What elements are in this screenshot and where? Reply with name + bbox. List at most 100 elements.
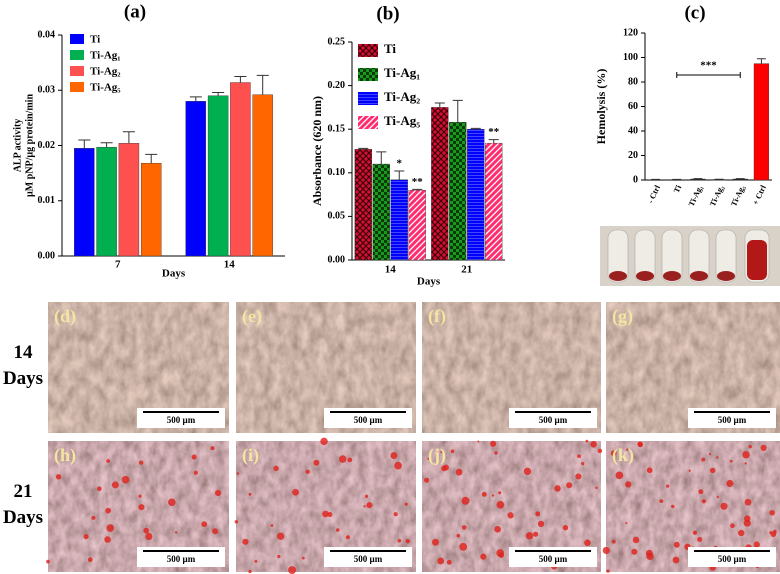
stain-spot	[494, 525, 501, 533]
stain-spot	[97, 486, 102, 492]
stain-spot	[432, 538, 439, 546]
bar	[74, 148, 95, 257]
y-axis-label: Absorbance (620 nm)	[310, 96, 324, 206]
stain-spot	[672, 556, 680, 564]
bar	[140, 162, 162, 257]
stain-spot	[525, 532, 534, 540]
error-bar	[376, 151, 387, 165]
x-tick-label: 14	[385, 264, 397, 276]
stain-spot	[742, 450, 750, 459]
bar	[118, 143, 140, 257]
stain-spot	[138, 494, 142, 498]
error-bar	[78, 139, 91, 149]
error-bar	[434, 102, 445, 108]
y-tick-label: 0.15	[328, 123, 346, 134]
stain-spot	[753, 541, 760, 548]
stain-spot	[390, 452, 398, 460]
stain-spot	[602, 546, 610, 555]
stain-spot	[666, 484, 670, 488]
panel-label: (j)	[428, 445, 446, 466]
stain-spot	[450, 449, 455, 454]
stain-spot	[145, 532, 153, 541]
stain-spot	[716, 495, 719, 499]
stain-spot	[55, 474, 62, 480]
stain-spot	[597, 448, 603, 454]
annotation: *	[396, 158, 402, 170]
scale-bar-label: 500 µm	[539, 415, 568, 425]
stain-spot	[748, 444, 752, 449]
stain-spot	[461, 525, 467, 530]
stain-spot	[611, 539, 616, 544]
bar	[753, 63, 770, 181]
stain-spot	[498, 552, 504, 558]
y-tick-label: 0.05	[328, 211, 346, 222]
error-bar	[452, 99, 463, 123]
stain-spot	[730, 523, 735, 529]
error-bar	[100, 142, 113, 148]
bar	[408, 190, 426, 261]
stain-spot	[83, 533, 89, 540]
stain-spot	[698, 489, 704, 495]
x-tick-label: - Ctrl	[646, 183, 662, 205]
panel-label: (e)	[242, 306, 262, 327]
legend-swatch	[70, 50, 84, 60]
stain-spot	[394, 461, 402, 470]
error-bar	[470, 127, 481, 130]
scale-bar-label: 500 µm	[167, 415, 196, 425]
stain-spot	[726, 479, 734, 488]
stain-spot	[305, 469, 310, 474]
stain-spot	[584, 539, 591, 547]
stain-spot	[335, 528, 340, 532]
error-bar	[256, 74, 269, 95]
stain-spot	[625, 481, 632, 488]
stain-spot	[625, 448, 629, 451]
error-bar	[394, 170, 405, 180]
stain-spot	[105, 507, 112, 514]
scale-bar-label: 500 µm	[354, 554, 383, 564]
stain-spot	[481, 491, 487, 497]
stain-spot	[292, 488, 299, 496]
stain-spot	[210, 446, 215, 451]
stain-spot	[270, 524, 274, 527]
stain-spot	[313, 459, 320, 466]
bar	[732, 178, 748, 181]
stain-spot	[585, 439, 589, 443]
stain-spot	[404, 502, 408, 506]
stain-spot	[772, 529, 777, 534]
legend-label: Ti	[90, 34, 100, 46]
y-tick-label: 0.03	[38, 85, 56, 96]
y-axis-label: µM pNP/µg protein/min	[24, 94, 35, 197]
bar	[354, 149, 372, 261]
x-tick-label: + Ctrl	[751, 183, 768, 206]
stain-spot	[738, 529, 745, 537]
scale-bar-label: 500 µm	[718, 415, 747, 425]
y-tick-label: 80	[628, 76, 638, 87]
stain-spot	[440, 451, 443, 454]
y-tick-label: 40	[628, 125, 638, 136]
stain-spot	[234, 520, 238, 524]
y-tick-label: 0.20	[328, 80, 346, 91]
panel-label: (i)	[242, 445, 259, 466]
panel-label: (h)	[54, 445, 76, 466]
bar	[467, 128, 485, 261]
stain-spot	[277, 532, 285, 540]
stain-spot	[236, 472, 240, 475]
legend-swatch	[358, 68, 378, 81]
y-axis-label: Hemolysis (%)	[594, 69, 608, 145]
stain-spot	[111, 481, 119, 489]
x-tick-label: Ti	[672, 183, 684, 194]
stain-spot	[533, 531, 539, 537]
x-axis-label: Days	[417, 276, 441, 288]
legend-swatch	[70, 34, 84, 44]
stain-spot	[441, 465, 447, 472]
y-tick-label: 0.01	[38, 195, 56, 206]
stain-spot	[277, 554, 281, 559]
y-tick-label: 0.00	[38, 250, 56, 261]
panel-label: (f)	[428, 306, 446, 327]
stain-spot	[168, 498, 176, 507]
x-tick-label: Ti-Ag₅	[729, 183, 747, 208]
stain-spot	[729, 459, 733, 463]
stain-spot	[646, 552, 654, 561]
